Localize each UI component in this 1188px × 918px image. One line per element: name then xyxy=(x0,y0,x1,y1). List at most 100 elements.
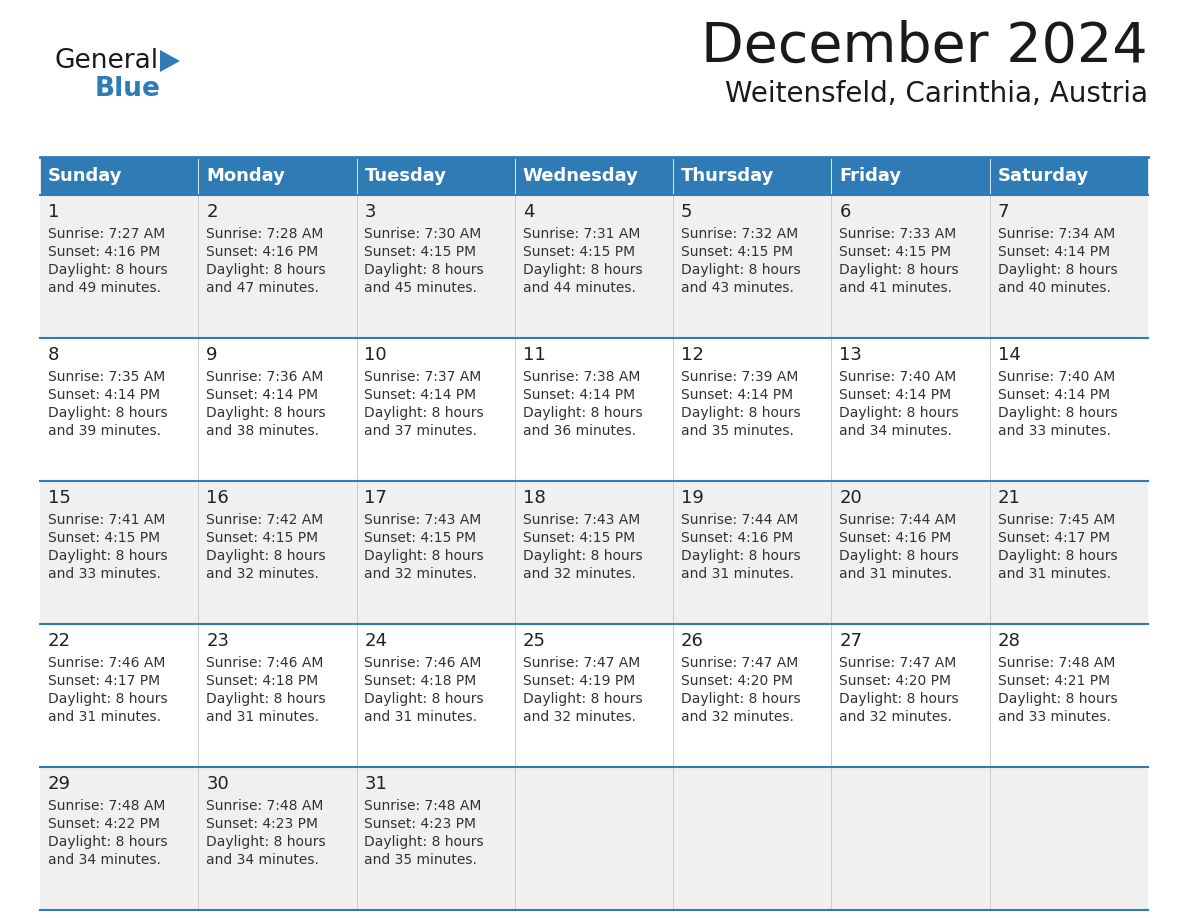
Text: Sunset: 4:15 PM: Sunset: 4:15 PM xyxy=(365,531,476,545)
Bar xyxy=(990,624,1148,767)
Text: 24: 24 xyxy=(365,632,387,650)
Text: and 33 minutes.: and 33 minutes. xyxy=(48,567,160,581)
Bar xyxy=(832,338,990,481)
Text: Sunrise: 7:47 AM: Sunrise: 7:47 AM xyxy=(523,656,640,670)
Text: Sunset: 4:17 PM: Sunset: 4:17 PM xyxy=(48,674,160,688)
Text: Sunset: 4:15 PM: Sunset: 4:15 PM xyxy=(207,531,318,545)
Text: 4: 4 xyxy=(523,203,535,221)
Bar xyxy=(40,338,198,481)
Text: Daylight: 8 hours: Daylight: 8 hours xyxy=(207,263,326,277)
Text: 22: 22 xyxy=(48,632,71,650)
Text: 6: 6 xyxy=(840,203,851,221)
Bar xyxy=(514,767,674,910)
Text: Daylight: 8 hours: Daylight: 8 hours xyxy=(840,549,959,563)
Text: Sunrise: 7:27 AM: Sunrise: 7:27 AM xyxy=(48,227,165,241)
Text: Daylight: 8 hours: Daylight: 8 hours xyxy=(998,549,1117,563)
Text: Daylight: 8 hours: Daylight: 8 hours xyxy=(998,692,1117,706)
Bar xyxy=(356,338,514,481)
Text: and 34 minutes.: and 34 minutes. xyxy=(48,853,160,867)
Text: 15: 15 xyxy=(48,489,71,507)
Text: Sunrise: 7:43 AM: Sunrise: 7:43 AM xyxy=(365,513,482,527)
Text: Sunset: 4:15 PM: Sunset: 4:15 PM xyxy=(840,245,952,259)
Bar xyxy=(356,157,514,195)
Bar xyxy=(832,157,990,195)
Text: General: General xyxy=(55,48,159,74)
Text: Daylight: 8 hours: Daylight: 8 hours xyxy=(48,692,168,706)
Polygon shape xyxy=(160,50,181,72)
Text: Daylight: 8 hours: Daylight: 8 hours xyxy=(523,692,643,706)
Bar xyxy=(674,157,832,195)
Text: Wednesday: Wednesday xyxy=(523,167,639,185)
Text: Saturday: Saturday xyxy=(998,167,1089,185)
Text: Tuesday: Tuesday xyxy=(365,167,447,185)
Text: Daylight: 8 hours: Daylight: 8 hours xyxy=(365,263,485,277)
Text: and 32 minutes.: and 32 minutes. xyxy=(523,567,636,581)
Text: Sunrise: 7:43 AM: Sunrise: 7:43 AM xyxy=(523,513,640,527)
Text: Sunset: 4:14 PM: Sunset: 4:14 PM xyxy=(840,388,952,402)
Text: and 37 minutes.: and 37 minutes. xyxy=(365,424,478,438)
Bar xyxy=(674,195,832,338)
Text: 14: 14 xyxy=(998,346,1020,364)
Text: 16: 16 xyxy=(207,489,229,507)
Bar xyxy=(198,481,356,624)
Text: 3: 3 xyxy=(365,203,375,221)
Text: Sunset: 4:18 PM: Sunset: 4:18 PM xyxy=(365,674,476,688)
Bar xyxy=(832,195,990,338)
Text: Sunset: 4:18 PM: Sunset: 4:18 PM xyxy=(207,674,318,688)
Text: and 34 minutes.: and 34 minutes. xyxy=(207,853,320,867)
Text: and 43 minutes.: and 43 minutes. xyxy=(681,281,794,295)
Text: and 40 minutes.: and 40 minutes. xyxy=(998,281,1111,295)
Text: and 32 minutes.: and 32 minutes. xyxy=(523,710,636,724)
Bar xyxy=(356,624,514,767)
Bar xyxy=(40,624,198,767)
Bar xyxy=(990,338,1148,481)
Text: Sunset: 4:14 PM: Sunset: 4:14 PM xyxy=(207,388,318,402)
Text: Daylight: 8 hours: Daylight: 8 hours xyxy=(840,263,959,277)
Text: Daylight: 8 hours: Daylight: 8 hours xyxy=(998,406,1117,420)
Text: Sunrise: 7:41 AM: Sunrise: 7:41 AM xyxy=(48,513,165,527)
Bar xyxy=(990,195,1148,338)
Text: Sunrise: 7:44 AM: Sunrise: 7:44 AM xyxy=(840,513,956,527)
Text: Sunset: 4:20 PM: Sunset: 4:20 PM xyxy=(840,674,952,688)
Text: Sunrise: 7:39 AM: Sunrise: 7:39 AM xyxy=(681,370,798,384)
Text: Sunset: 4:15 PM: Sunset: 4:15 PM xyxy=(48,531,160,545)
Text: Daylight: 8 hours: Daylight: 8 hours xyxy=(207,549,326,563)
Bar xyxy=(990,481,1148,624)
Text: Sunrise: 7:48 AM: Sunrise: 7:48 AM xyxy=(998,656,1116,670)
Bar xyxy=(514,157,674,195)
Text: Sunrise: 7:28 AM: Sunrise: 7:28 AM xyxy=(207,227,323,241)
Text: Daylight: 8 hours: Daylight: 8 hours xyxy=(365,549,485,563)
Bar xyxy=(356,481,514,624)
Text: Sunrise: 7:34 AM: Sunrise: 7:34 AM xyxy=(998,227,1114,241)
Text: and 35 minutes.: and 35 minutes. xyxy=(681,424,794,438)
Text: and 47 minutes.: and 47 minutes. xyxy=(207,281,320,295)
Text: 1: 1 xyxy=(48,203,59,221)
Text: Daylight: 8 hours: Daylight: 8 hours xyxy=(523,263,643,277)
Text: Sunrise: 7:47 AM: Sunrise: 7:47 AM xyxy=(840,656,956,670)
Text: Sunrise: 7:33 AM: Sunrise: 7:33 AM xyxy=(840,227,956,241)
Text: 13: 13 xyxy=(840,346,862,364)
Text: Daylight: 8 hours: Daylight: 8 hours xyxy=(207,692,326,706)
Text: 29: 29 xyxy=(48,775,71,793)
Bar xyxy=(514,624,674,767)
Text: Sunrise: 7:44 AM: Sunrise: 7:44 AM xyxy=(681,513,798,527)
Text: and 33 minutes.: and 33 minutes. xyxy=(998,424,1111,438)
Bar xyxy=(832,481,990,624)
Text: and 36 minutes.: and 36 minutes. xyxy=(523,424,636,438)
Text: Daylight: 8 hours: Daylight: 8 hours xyxy=(48,263,168,277)
Bar xyxy=(198,338,356,481)
Bar xyxy=(674,624,832,767)
Text: and 31 minutes.: and 31 minutes. xyxy=(48,710,160,724)
Text: Sunrise: 7:48 AM: Sunrise: 7:48 AM xyxy=(365,799,482,813)
Text: Daylight: 8 hours: Daylight: 8 hours xyxy=(48,406,168,420)
Text: Sunrise: 7:40 AM: Sunrise: 7:40 AM xyxy=(998,370,1114,384)
Text: Daylight: 8 hours: Daylight: 8 hours xyxy=(207,835,326,849)
Text: Daylight: 8 hours: Daylight: 8 hours xyxy=(207,406,326,420)
Text: 10: 10 xyxy=(365,346,387,364)
Text: and 45 minutes.: and 45 minutes. xyxy=(365,281,478,295)
Bar xyxy=(356,195,514,338)
Bar xyxy=(990,767,1148,910)
Text: Sunset: 4:19 PM: Sunset: 4:19 PM xyxy=(523,674,636,688)
Text: and 31 minutes.: and 31 minutes. xyxy=(207,710,320,724)
Text: Sunrise: 7:46 AM: Sunrise: 7:46 AM xyxy=(207,656,323,670)
